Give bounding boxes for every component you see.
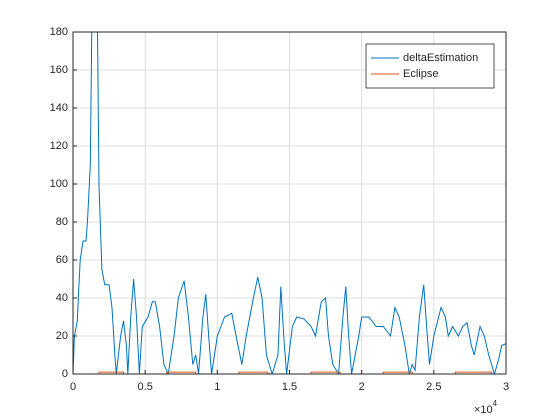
legend-box <box>365 43 495 89</box>
x-tick-label: 0.5 <box>138 381 153 393</box>
y-tick-label: 140 <box>50 102 68 114</box>
x-tick-label: 3 <box>503 381 509 393</box>
y-tick-label: 0 <box>62 368 68 380</box>
x-tick-label: 2 <box>359 381 365 393</box>
y-tick-label: 60 <box>56 254 68 266</box>
y-tick-label: 100 <box>50 178 68 190</box>
y-tick-label: 80 <box>56 216 68 228</box>
x-tick-label: 2.5 <box>426 381 441 393</box>
y-tick-label: 180 <box>50 26 68 38</box>
lines <box>73 32 506 374</box>
legend: deltaEstimation Eclipse <box>365 43 495 89</box>
x-multiplier-exponent: 4 <box>493 399 498 408</box>
series-line <box>73 32 506 374</box>
x-tick-label: 1 <box>214 381 220 393</box>
x-tick-label: 1.5 <box>282 381 297 393</box>
legend-label: deltaEstimation <box>403 52 478 64</box>
y-tick-label: 20 <box>56 330 68 342</box>
y-tick-label: 120 <box>50 140 68 152</box>
y-tick-label: 40 <box>56 292 68 304</box>
x-multiplier-base: ×10 <box>474 404 493 416</box>
legend-label: Eclipse <box>403 68 438 80</box>
x-tick-label: 0 <box>70 381 76 393</box>
y-tick-label: 160 <box>50 64 68 76</box>
ticks: 0 20 40 60 80 100 120 140 160 180 0 0.5 1 1.5 2 2.5 3 <box>50 26 509 393</box>
x-multiplier: ×104 <box>474 399 498 416</box>
